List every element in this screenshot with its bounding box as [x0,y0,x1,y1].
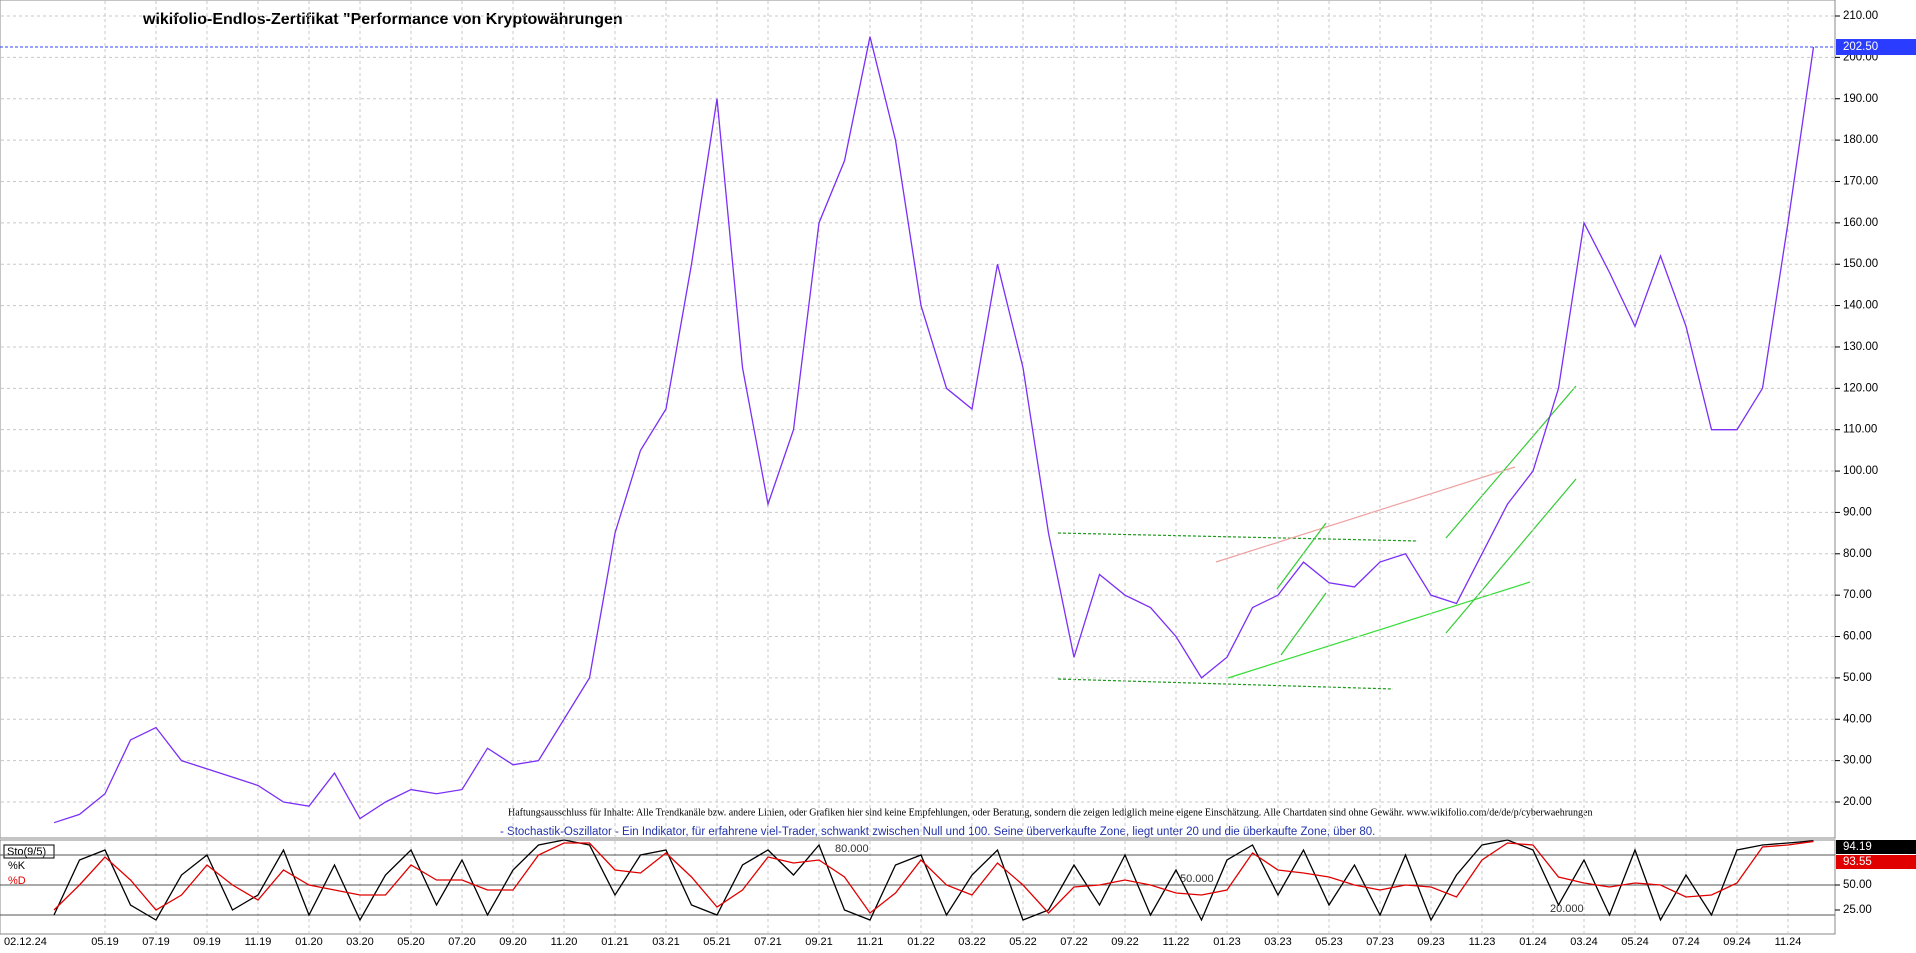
y-tick-label: 60.00 [1843,631,1872,643]
indicator-note: - Stochastik-Oszillator - Ein Indikator,… [500,826,1375,838]
x-tick-label: 01.23 [1213,936,1241,948]
legend-entry: %K [8,860,26,872]
trend-lines [1057,385,1577,690]
level-label: 50.000 [1180,873,1214,885]
y-tick-label: 50.00 [1843,672,1872,684]
stoch-panel [0,839,1836,935]
x-tick-label: 05.20 [397,936,425,948]
y-tick-label: 25.00 [1843,904,1872,916]
x-tick-label: 09.19 [193,936,221,948]
date-label: 02.12.24 [4,936,47,948]
trend-line [1215,466,1516,563]
last-value-box [1836,39,1916,56]
x-tick-label: 09.23 [1417,936,1445,948]
x-tick-label: 11.22 [1163,936,1190,948]
y-tick-label: 80.00 [1843,548,1872,560]
x-tick-label: 11.23 [1469,936,1496,948]
level-label: 20.000 [1550,903,1584,915]
last-value-box [1836,855,1916,869]
y-tick-label: 110.00 [1843,424,1877,436]
x-tick-label: 05.19 [91,936,119,948]
y-tick-label: 180.00 [1843,134,1878,146]
y-tick-label: 90.00 [1843,506,1872,518]
x-tick-label: 05.21 [703,936,731,948]
trend-line [1445,478,1577,634]
y-tick-label: 120.00 [1843,382,1878,394]
last-value-label: 202.50 [1843,41,1878,53]
x-tick-label: 05.24 [1621,936,1649,948]
trend-line [1276,522,1327,590]
disclaimer: Haftungsausschluss für Inhalte: Alle Tre… [508,807,1593,818]
y-tick-label: 160.00 [1843,217,1878,229]
chart-title: wikifolio-Endlos-Zertifikat "Performance… [142,11,623,28]
x-tick-label: 05.23 [1315,936,1343,948]
y-tick-label: 210.00 [1843,10,1878,22]
x-tick-label: 03.23 [1264,936,1292,948]
x-tick-label: 03.21 [652,936,680,948]
x-tick-label: 07.24 [1672,936,1700,948]
x-tick-label: 05.22 [1009,936,1037,948]
y-tick-label: 30.00 [1843,755,1872,767]
y-tick-label: 100.00 [1843,465,1878,477]
x-tick-label: 07.20 [448,936,476,948]
x-tick-label: 03.24 [1570,936,1598,948]
y-tick-label: 50.00 [1843,879,1872,891]
y-tick-label: 130.00 [1843,341,1878,353]
x-tick-label: 07.23 [1366,936,1394,948]
x-tick-label: 11.19 [245,936,272,948]
trend-line [1057,678,1394,690]
last-value-label: 94.19 [1843,841,1872,853]
x-tick-label: 09.24 [1723,936,1751,948]
x-tick-label: 11.24 [1775,936,1802,948]
series-line [53,840,1814,914]
x-tick-label: 11.20 [551,936,578,948]
y-tick-label: 170.00 [1843,176,1878,188]
y-tick-label: 20.00 [1843,796,1872,808]
legend-entry: %D [8,875,26,887]
x-tick-label: 07.21 [754,936,782,948]
x-tick-label: 01.24 [1519,936,1547,948]
x-tick-label: 09.21 [805,936,833,948]
indicator-title: Sto(9/5) [7,846,46,858]
last-value-box [1836,840,1916,854]
x-tick-label: 01.20 [295,936,323,948]
y-tick-label: 140.00 [1843,300,1878,312]
x-tick-label: 03.22 [958,936,986,948]
x-tick-label: 09.20 [499,936,527,948]
series-line [53,36,1815,824]
trend-line [1280,592,1327,656]
y-tick-label: 70.00 [1843,589,1872,601]
x-tick-label: 11.21 [857,936,884,948]
level-label: 80.000 [835,843,869,855]
x-tick-label: 01.22 [907,936,935,948]
x-tick-label: 03.20 [346,936,374,948]
trend-line [1057,532,1419,542]
x-tick-label: 01.21 [601,936,629,948]
y-tick-label: 190.00 [1843,93,1878,105]
y-tick-label: 40.00 [1843,713,1872,725]
y-tick-label: 150.00 [1843,258,1878,270]
x-tick-label: 07.19 [142,936,170,948]
price-panel [0,0,1836,839]
last-value-label: 93.55 [1843,856,1872,868]
x-tick-label: 09.22 [1111,936,1139,948]
x-tick-label: 07.22 [1060,936,1088,948]
